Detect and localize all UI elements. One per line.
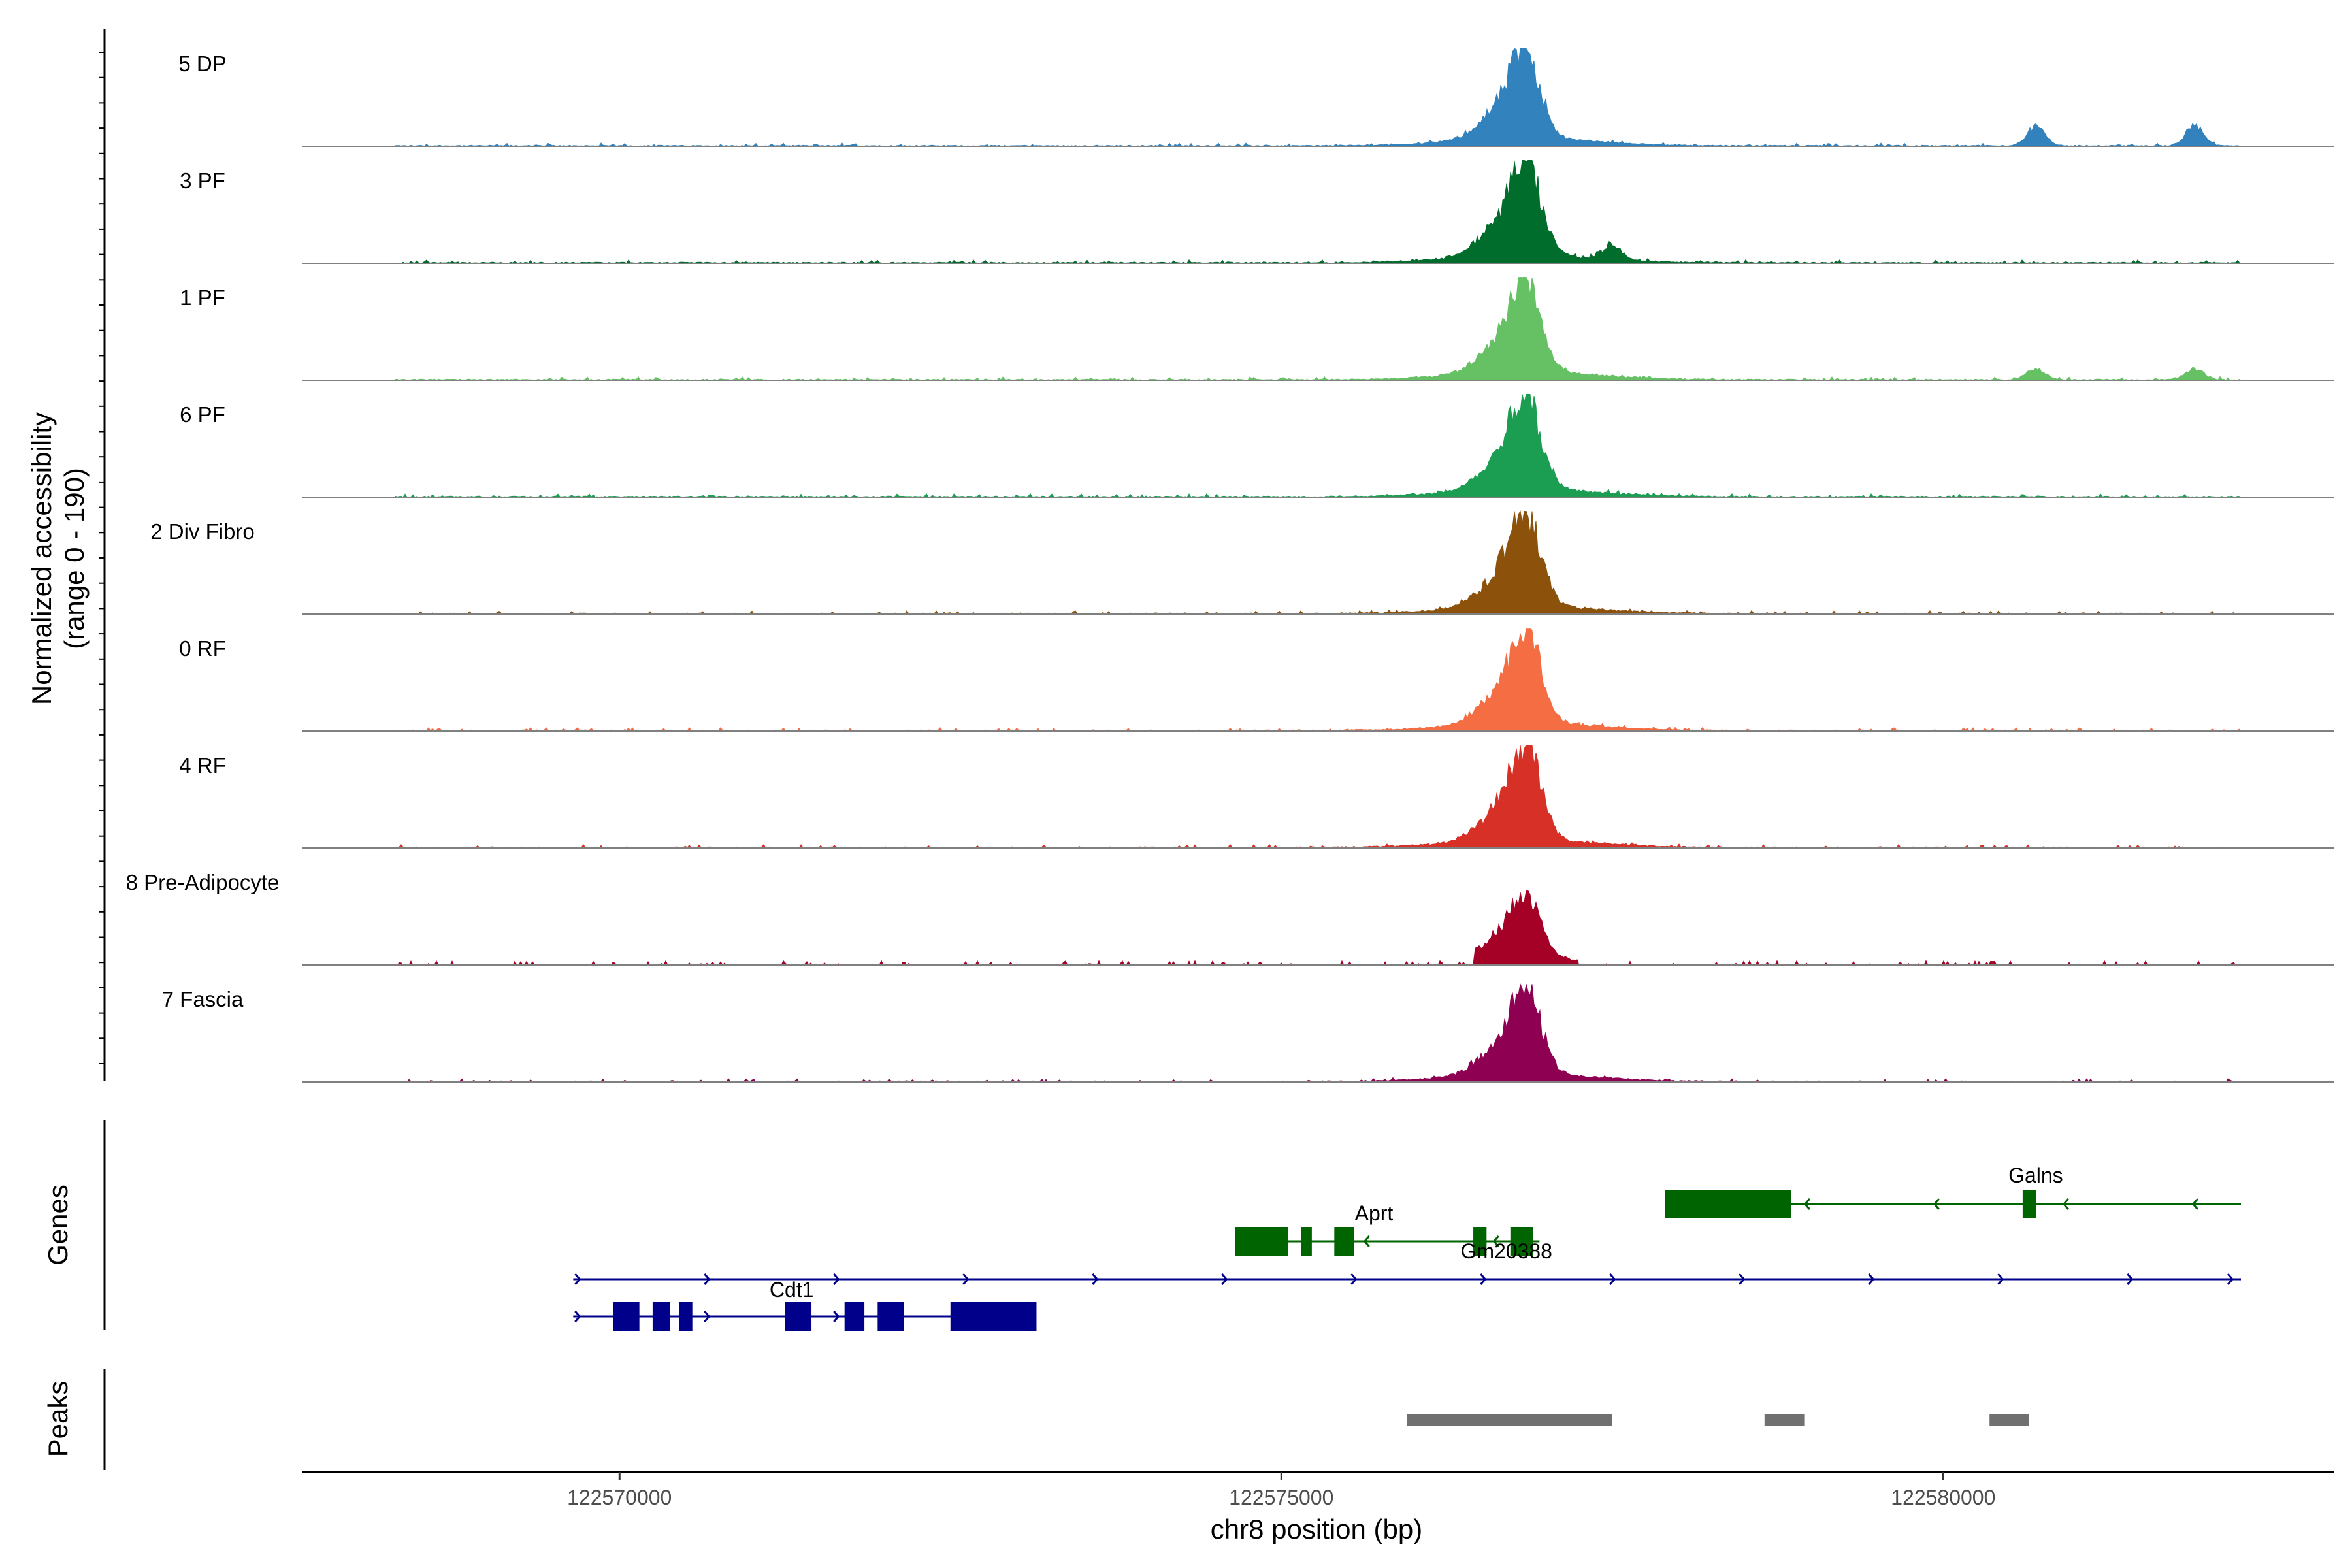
gene-cdt1: Cdt1	[573, 1278, 1037, 1331]
track-2-div-fibro: 2 Div Fibro	[150, 510, 2334, 615]
track-label: 6 PF	[180, 402, 225, 427]
strand-chevron	[704, 1273, 711, 1285]
track-4-rf: 4 RF	[179, 745, 2334, 849]
gene-exon	[844, 1302, 865, 1331]
strand-chevron	[833, 1273, 840, 1285]
gene-exon	[950, 1302, 1037, 1331]
strand-chevron	[2227, 1273, 2234, 1285]
coverage-area	[395, 745, 2242, 849]
axes: Normalized accessibility (range 0 - 190)…	[26, 29, 2334, 1544]
x-axis-title: chr8 position (bp)	[1211, 1514, 1423, 1544]
gene-exon	[1235, 1227, 1288, 1256]
peak-region	[1764, 1414, 1805, 1426]
gene-exon	[1510, 1227, 1533, 1256]
strand-chevron	[2191, 1198, 2198, 1210]
gene-label: Aprt	[1355, 1201, 1394, 1225]
gene-label: Gm20388	[1460, 1239, 1552, 1263]
track-label: 1 PF	[180, 286, 225, 310]
strand-chevron	[1868, 1273, 1875, 1285]
strand-chevron	[1363, 1235, 1370, 1247]
gene-exon	[1334, 1227, 1354, 1256]
track-8-pre-adipocyte: 8 Pre-Adipocyte	[126, 870, 2334, 966]
coverage-area	[395, 276, 2242, 381]
track-3-pf: 3 PF	[180, 160, 2334, 264]
coverage-area	[395, 890, 2241, 966]
gene-cdt1-long	[573, 1273, 2241, 1285]
track-6-pf: 6 PF	[180, 394, 2334, 498]
strand-chevron	[2062, 1198, 2069, 1210]
track-label: 2 Div Fibro	[150, 519, 255, 544]
strand-chevron	[1933, 1198, 1940, 1210]
strand-chevron	[1221, 1273, 1228, 1285]
gene-exon	[1301, 1227, 1312, 1256]
gene-exon	[2022, 1190, 2036, 1218]
coverage-area	[395, 983, 2241, 1083]
coverage-area	[395, 510, 2242, 615]
gene-label: Galns	[2008, 1164, 2063, 1187]
track-label: 4 RF	[179, 753, 226, 777]
gene-exon	[679, 1302, 693, 1331]
gene-exon	[785, 1302, 812, 1331]
strand-chevron	[574, 1273, 581, 1285]
gene-exon	[613, 1302, 640, 1331]
strand-chevron	[962, 1273, 970, 1285]
x-tick-label: 122570000	[567, 1486, 672, 1509]
strand-chevron	[1480, 1273, 1487, 1285]
coverage-area	[395, 160, 2242, 264]
strand-chevron	[2127, 1273, 2134, 1285]
genes-axis-title: Genes	[42, 1184, 73, 1266]
gene-aprt: Aprt	[1235, 1201, 1393, 1256]
gene-exon	[1665, 1190, 1791, 1218]
accessibility-tracks: 5 DP 3 PF 1 PF 6 PF 2 Div Fibro 0 RF 4 RF 8 Pre…	[126, 48, 2334, 1083]
strand-chevron	[1803, 1198, 1810, 1210]
strand-chevron	[1997, 1273, 2004, 1285]
strand-chevron	[704, 1311, 711, 1322]
strand-chevron	[1092, 1273, 1099, 1285]
strand-chevron	[833, 1311, 840, 1322]
peak-region	[1989, 1414, 2030, 1426]
track-label: 3 PF	[180, 169, 225, 193]
track-5-dp: 5 DP	[178, 48, 2334, 147]
gene-annotation-track: Galns Aprt Gm20388 Cdt1	[573, 1164, 2241, 1331]
peak-region	[1407, 1414, 1612, 1426]
peak-track	[1407, 1414, 2030, 1426]
track-0-rf: 0 RF	[179, 627, 2334, 732]
x-tick-label: 122575000	[1229, 1486, 1333, 1509]
gene-exon	[1473, 1227, 1487, 1256]
gene-exon	[652, 1302, 670, 1331]
x-tick-label: 122580000	[1891, 1486, 1995, 1509]
track-label: 8 Pre-Adipocyte	[126, 870, 280, 894]
strand-chevron	[1739, 1273, 1746, 1285]
gene-gm20388: Gm20388	[1354, 1227, 1552, 1263]
y-axis-title-line2: (range 0 - 190)	[59, 468, 90, 649]
track-label: 0 RF	[179, 636, 226, 661]
strand-chevron	[1350, 1273, 1358, 1285]
coverage-area	[395, 48, 2242, 147]
gene-galns: Galns	[1665, 1164, 2241, 1218]
track-label: 7 Fascia	[162, 987, 244, 1011]
gene-label: Cdt1	[770, 1278, 814, 1301]
track-label: 5 DP	[178, 52, 226, 76]
y-axis-title-line1: Normalized accessibility	[26, 412, 57, 705]
gene-exon	[877, 1302, 904, 1331]
strand-chevron	[574, 1311, 581, 1322]
track-1-pf: 1 PF	[180, 276, 2334, 381]
track-7-fascia: 7 Fascia	[162, 983, 2334, 1083]
coverage-area	[395, 394, 2242, 498]
strand-chevron	[1609, 1273, 1616, 1285]
coverage-area	[395, 627, 2242, 732]
peaks-axis-title: Peaks	[42, 1381, 73, 1458]
strand-chevron	[1492, 1235, 1499, 1247]
